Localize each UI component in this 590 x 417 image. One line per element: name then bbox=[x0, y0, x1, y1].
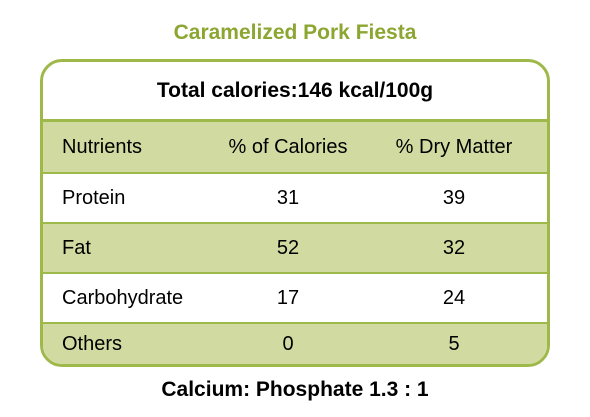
dry-matter-pct-value: 32 bbox=[442, 236, 466, 259]
nutrient-name: Protein bbox=[62, 186, 126, 209]
header-dry-matter-pct: % Dry Matter bbox=[395, 135, 513, 158]
table-row: Carbohydrate 17 24 bbox=[43, 272, 547, 322]
table-header-row: Nutrients % of Calories % Dry Matter bbox=[43, 122, 547, 172]
calcium-phosphate-ratio: Calcium: Phosphate 1.3 : 1 bbox=[161, 378, 429, 401]
table-row: Fat 52 32 bbox=[43, 222, 547, 272]
header-nutrients: Nutrients bbox=[62, 135, 143, 158]
calories-pct-value: 52 bbox=[276, 236, 300, 259]
dry-matter-pct-value: 24 bbox=[442, 286, 466, 309]
total-calories: Total calories:146 kcal/100g bbox=[43, 62, 547, 122]
calories-pct-value: 17 bbox=[276, 286, 300, 309]
calories-pct-value: 31 bbox=[276, 186, 300, 209]
nutrient-name: Carbohydrate bbox=[62, 286, 184, 309]
nutrient-name: Fat bbox=[62, 236, 91, 259]
nutrient-name: Others bbox=[62, 332, 123, 355]
calories-pct-value: 0 bbox=[282, 332, 294, 355]
nutrition-card: Total calories:146 kcal/100g Nutrients %… bbox=[40, 59, 550, 367]
dry-matter-pct-value: 5 bbox=[448, 332, 460, 355]
header-calories-pct: % of Calories bbox=[228, 135, 348, 158]
page-title: Caramelized Pork Fiesta bbox=[173, 21, 417, 44]
dry-matter-pct-value: 39 bbox=[442, 186, 466, 209]
table-row: Protein 31 39 bbox=[43, 172, 547, 222]
table-row: Others 0 5 bbox=[43, 322, 547, 364]
